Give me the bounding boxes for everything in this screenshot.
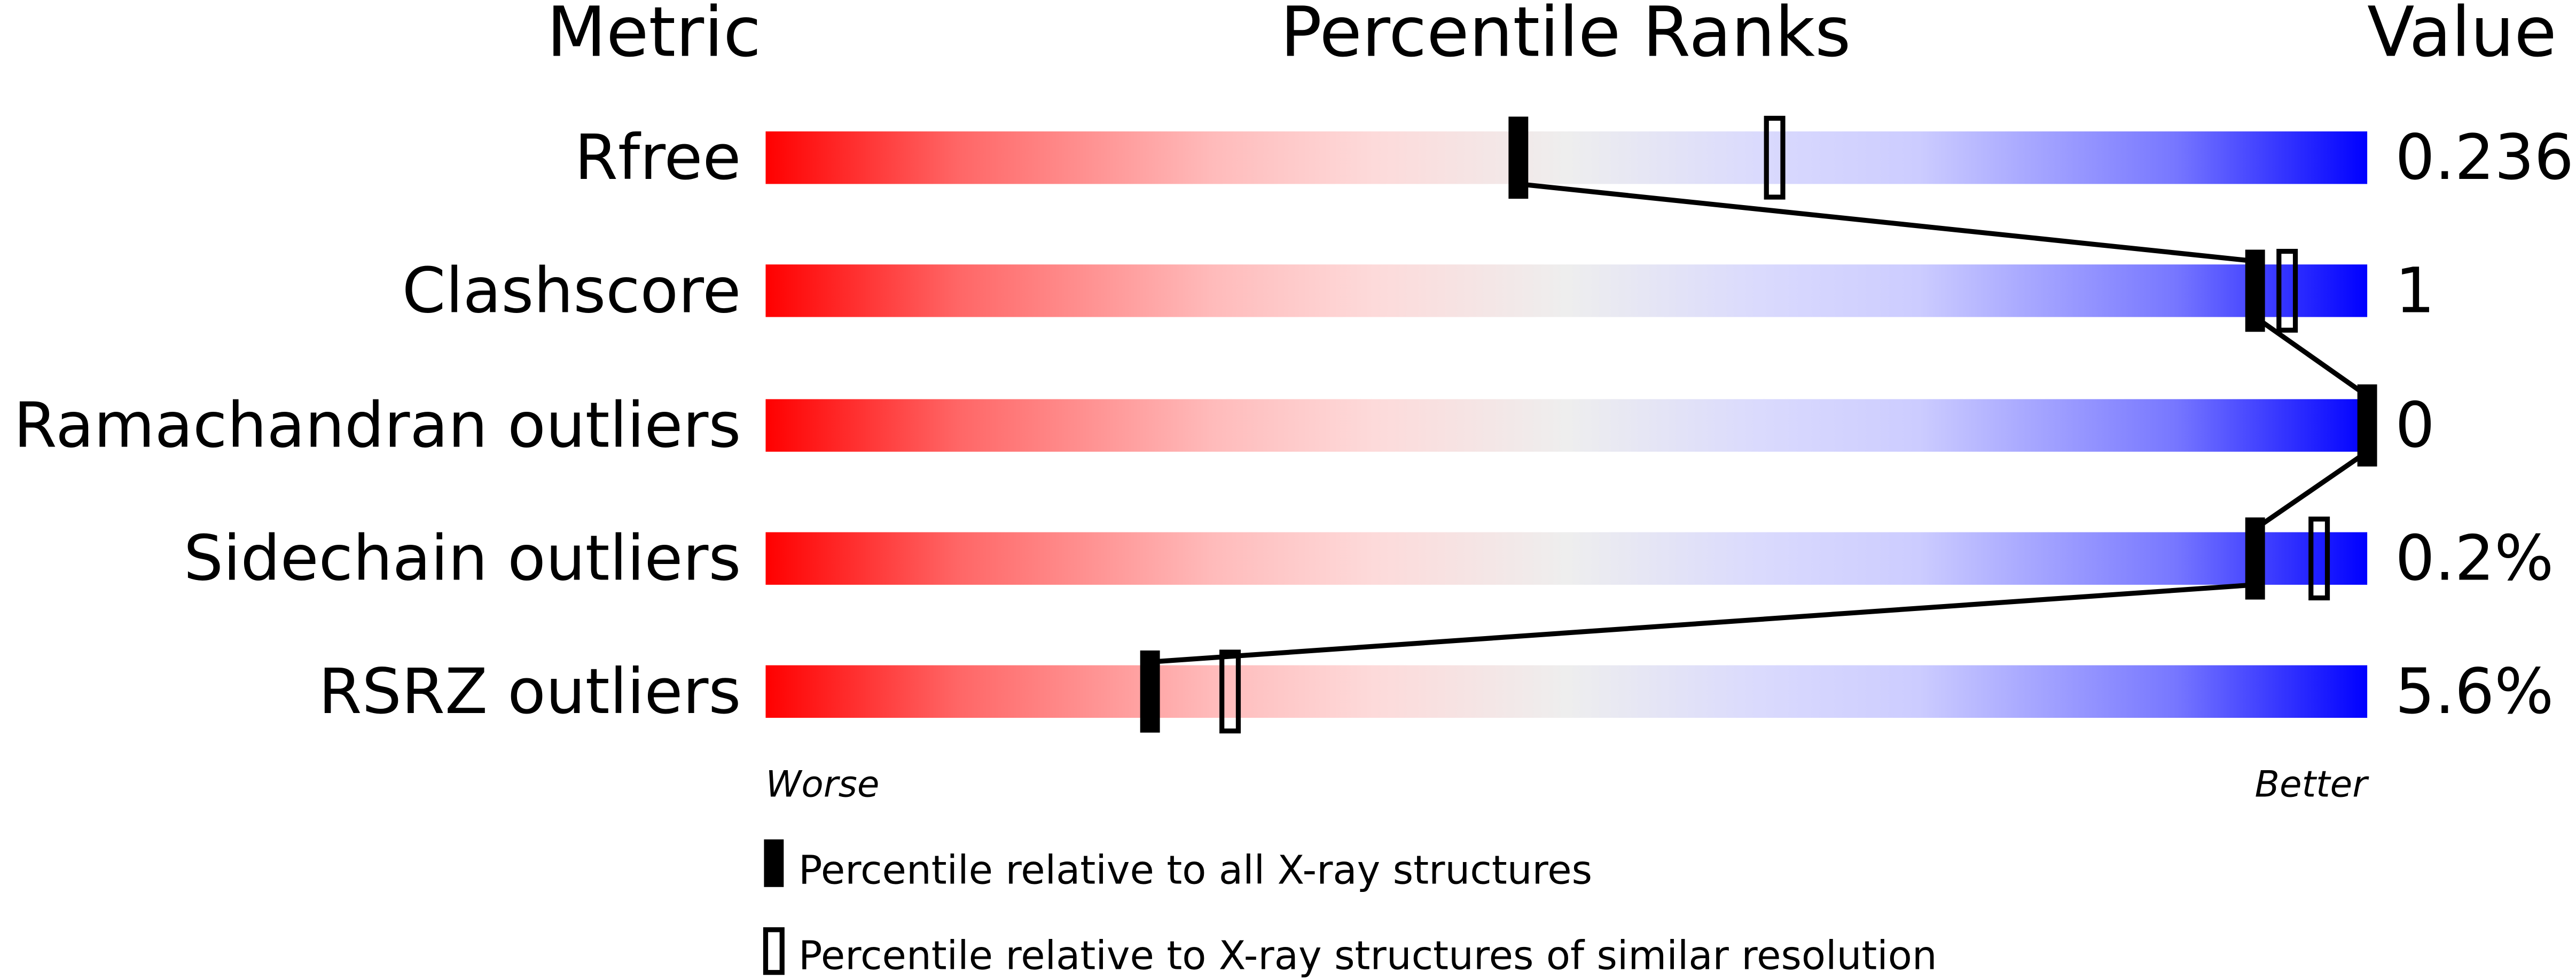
axis-label-worse: Worse: [765, 763, 879, 805]
legend-filled-marker: [764, 839, 784, 887]
header-metric: Metric: [547, 0, 762, 73]
percentile-bar: [765, 131, 2368, 184]
marker-all-structures: [2245, 249, 2265, 332]
header-value: Value: [2367, 0, 2557, 73]
marker-all-structures: [1508, 116, 1529, 199]
marker-all-structures: [2245, 517, 2265, 600]
percentile-bar: [765, 264, 2368, 317]
metric-label: Ramachandran outliers: [13, 389, 741, 462]
percentile-bar: [765, 665, 2368, 718]
connector-line: [1518, 181, 2256, 264]
connector-line: [1149, 582, 2256, 665]
connector-line: [2253, 449, 2369, 531]
marker-similar-resolution: [1764, 115, 1786, 200]
metric-label: Rfree: [575, 121, 741, 194]
marker-all-structures: [2357, 384, 2377, 467]
axis-label-better: Better: [2255, 763, 2370, 805]
metric-value: 0.236: [2395, 121, 2574, 194]
percentile-bar: [765, 532, 2368, 585]
marker-similar-resolution: [2308, 516, 2330, 601]
metric-value: 1: [2395, 254, 2434, 327]
metric-label: Clashscore: [402, 254, 741, 327]
metric-value: 5.6%: [2395, 655, 2554, 728]
marker-similar-resolution: [2276, 248, 2298, 333]
percentile-bar: [765, 399, 2368, 452]
legend-open-marker: [763, 927, 785, 975]
legend-label-similar: Percentile relative to X-ray structures …: [798, 933, 1937, 979]
metric-label: Sidechain outliers: [184, 522, 741, 595]
metric-value: 0.2%: [2395, 522, 2554, 595]
legend-label-all: Percentile relative to all X-ray structu…: [798, 848, 1592, 894]
marker-similar-resolution: [1219, 649, 1241, 734]
marker-all-structures: [1140, 650, 1160, 733]
connector-line: [2253, 315, 2369, 398]
header-percentile-ranks: Percentile Ranks: [1280, 0, 1851, 73]
metric-value: 0: [2395, 389, 2434, 462]
metric-label: RSRZ outliers: [318, 655, 741, 728]
